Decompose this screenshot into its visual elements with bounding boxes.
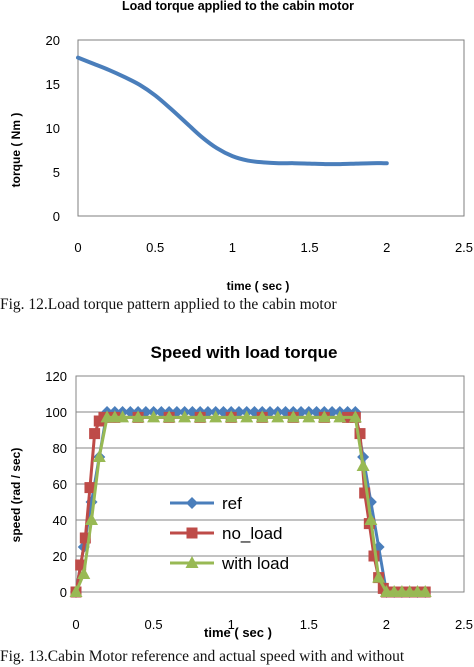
chart2-y-tick-label: 20 bbox=[53, 549, 67, 564]
chart2-y-tick-label: 40 bbox=[53, 513, 67, 528]
chart1-title: Load torque applied to the cabin motor bbox=[122, 0, 354, 13]
chart1-y-tick-label: 5 bbox=[53, 165, 60, 180]
with-load-point bbox=[147, 410, 161, 423]
chart2-x-axis-label: time ( sec ) bbox=[204, 625, 272, 640]
chart2-x-tick-label: 0.5 bbox=[145, 617, 163, 632]
with-load-point bbox=[286, 410, 300, 423]
chart1-plot-area bbox=[77, 39, 465, 217]
chart2-x-tick-label: 2 bbox=[383, 617, 390, 632]
no-load-point bbox=[359, 487, 371, 499]
legend-label-no-load: no_load bbox=[222, 524, 283, 543]
with-load-point bbox=[348, 410, 362, 423]
chart1-x-tick-label: 2 bbox=[383, 240, 390, 255]
with-load-point bbox=[356, 459, 370, 471]
chart1-x-tick-label: 2.5 bbox=[455, 240, 473, 255]
with-load-point bbox=[209, 410, 223, 423]
with-load-point bbox=[418, 585, 432, 597]
chart2-x-tick-label: 1.5 bbox=[300, 617, 318, 632]
chart2-series-layer bbox=[69, 406, 432, 598]
no-load-point bbox=[368, 550, 380, 562]
series-with-load bbox=[69, 410, 432, 597]
with-load-point bbox=[116, 410, 130, 423]
chart2-y-tick-label: 100 bbox=[45, 405, 67, 420]
chart1-y-tick-label: 20 bbox=[46, 33, 60, 48]
no-load-point bbox=[354, 428, 366, 440]
chart2-y-ticks: 0 20 40 60 80 100 120 bbox=[45, 369, 67, 600]
with-load-point bbox=[131, 410, 145, 423]
chart2-y-tick-label: 0 bbox=[60, 585, 67, 600]
with-load-point bbox=[85, 513, 99, 525]
with-load-point bbox=[271, 410, 285, 423]
chart1-x-ticks: 0 0.5 1 1.5 2 2.5 bbox=[74, 240, 473, 255]
chart2-y-tick-label: 80 bbox=[53, 441, 67, 456]
chart2-plot-area bbox=[75, 375, 465, 593]
with-load-point bbox=[77, 567, 91, 579]
with-load-point bbox=[92, 450, 106, 462]
with-load-point bbox=[69, 585, 83, 597]
chart1-y-ticks: 0 5 10 15 20 bbox=[46, 33, 60, 224]
chart1-x-tick-label: 0.5 bbox=[146, 240, 164, 255]
with-load-point bbox=[372, 570, 386, 583]
with-load-point bbox=[364, 513, 378, 525]
with-load-point bbox=[224, 410, 238, 423]
with-load-point bbox=[162, 410, 176, 423]
with-load-point bbox=[255, 410, 269, 423]
legend-marker-ref bbox=[186, 497, 198, 509]
chart1-series-layer bbox=[76, 55, 389, 167]
chart1-x-tick-label: 1.5 bbox=[301, 240, 319, 255]
chart1-torque-line bbox=[76, 55, 389, 167]
with-load-point bbox=[193, 410, 207, 423]
legend-marker-no-load bbox=[186, 527, 198, 539]
chart2-y-tick-label: 60 bbox=[53, 477, 67, 492]
no-load-point bbox=[79, 532, 91, 544]
no-load-point bbox=[89, 428, 101, 440]
legend-label-ref: ref bbox=[222, 494, 242, 513]
chart1-y-tick-label: 10 bbox=[46, 121, 60, 136]
fig13-caption: Fig. 13.Cabin Motor reference and actual… bbox=[0, 648, 405, 665]
chart2-y-tick-label: 120 bbox=[45, 369, 67, 384]
chart1-x-axis-label: time ( sec ) bbox=[227, 279, 290, 293]
chart1-y-tick-label: 0 bbox=[53, 209, 60, 224]
with-load-point bbox=[302, 410, 316, 423]
no-load-point bbox=[75, 559, 87, 571]
fig12-caption: Fig. 12.Load torque pattern applied to t… bbox=[0, 296, 337, 313]
chart1-x-tick-label: 1 bbox=[229, 240, 236, 255]
chart1-x-tick-label: 0 bbox=[74, 240, 81, 255]
chart2-x-tick-label: 2.5 bbox=[455, 617, 473, 632]
chart2-y-axis-label: speed (rad / sec) bbox=[9, 448, 23, 543]
legend-marker-with-load bbox=[185, 556, 199, 568]
chart2-title: Speed with load torque bbox=[150, 343, 337, 362]
with-load-point bbox=[240, 410, 254, 423]
legend-label-with-load: with load bbox=[221, 554, 289, 573]
with-load-point bbox=[178, 410, 192, 423]
ref-point bbox=[248, 406, 261, 418]
chart1-y-axis-label: torque ( Nm ) bbox=[9, 113, 23, 188]
with-load-point bbox=[333, 410, 347, 423]
chart2-x-tick-label: 1 bbox=[228, 617, 235, 632]
chart2-x-tick-label: 0 bbox=[72, 617, 79, 632]
no-load-point bbox=[84, 482, 96, 494]
chart1-y-tick-label: 15 bbox=[46, 77, 60, 92]
with-load-point bbox=[317, 410, 331, 423]
chart2-x-ticks: 0 0.5 1 1.5 2 2.5 bbox=[72, 617, 473, 632]
